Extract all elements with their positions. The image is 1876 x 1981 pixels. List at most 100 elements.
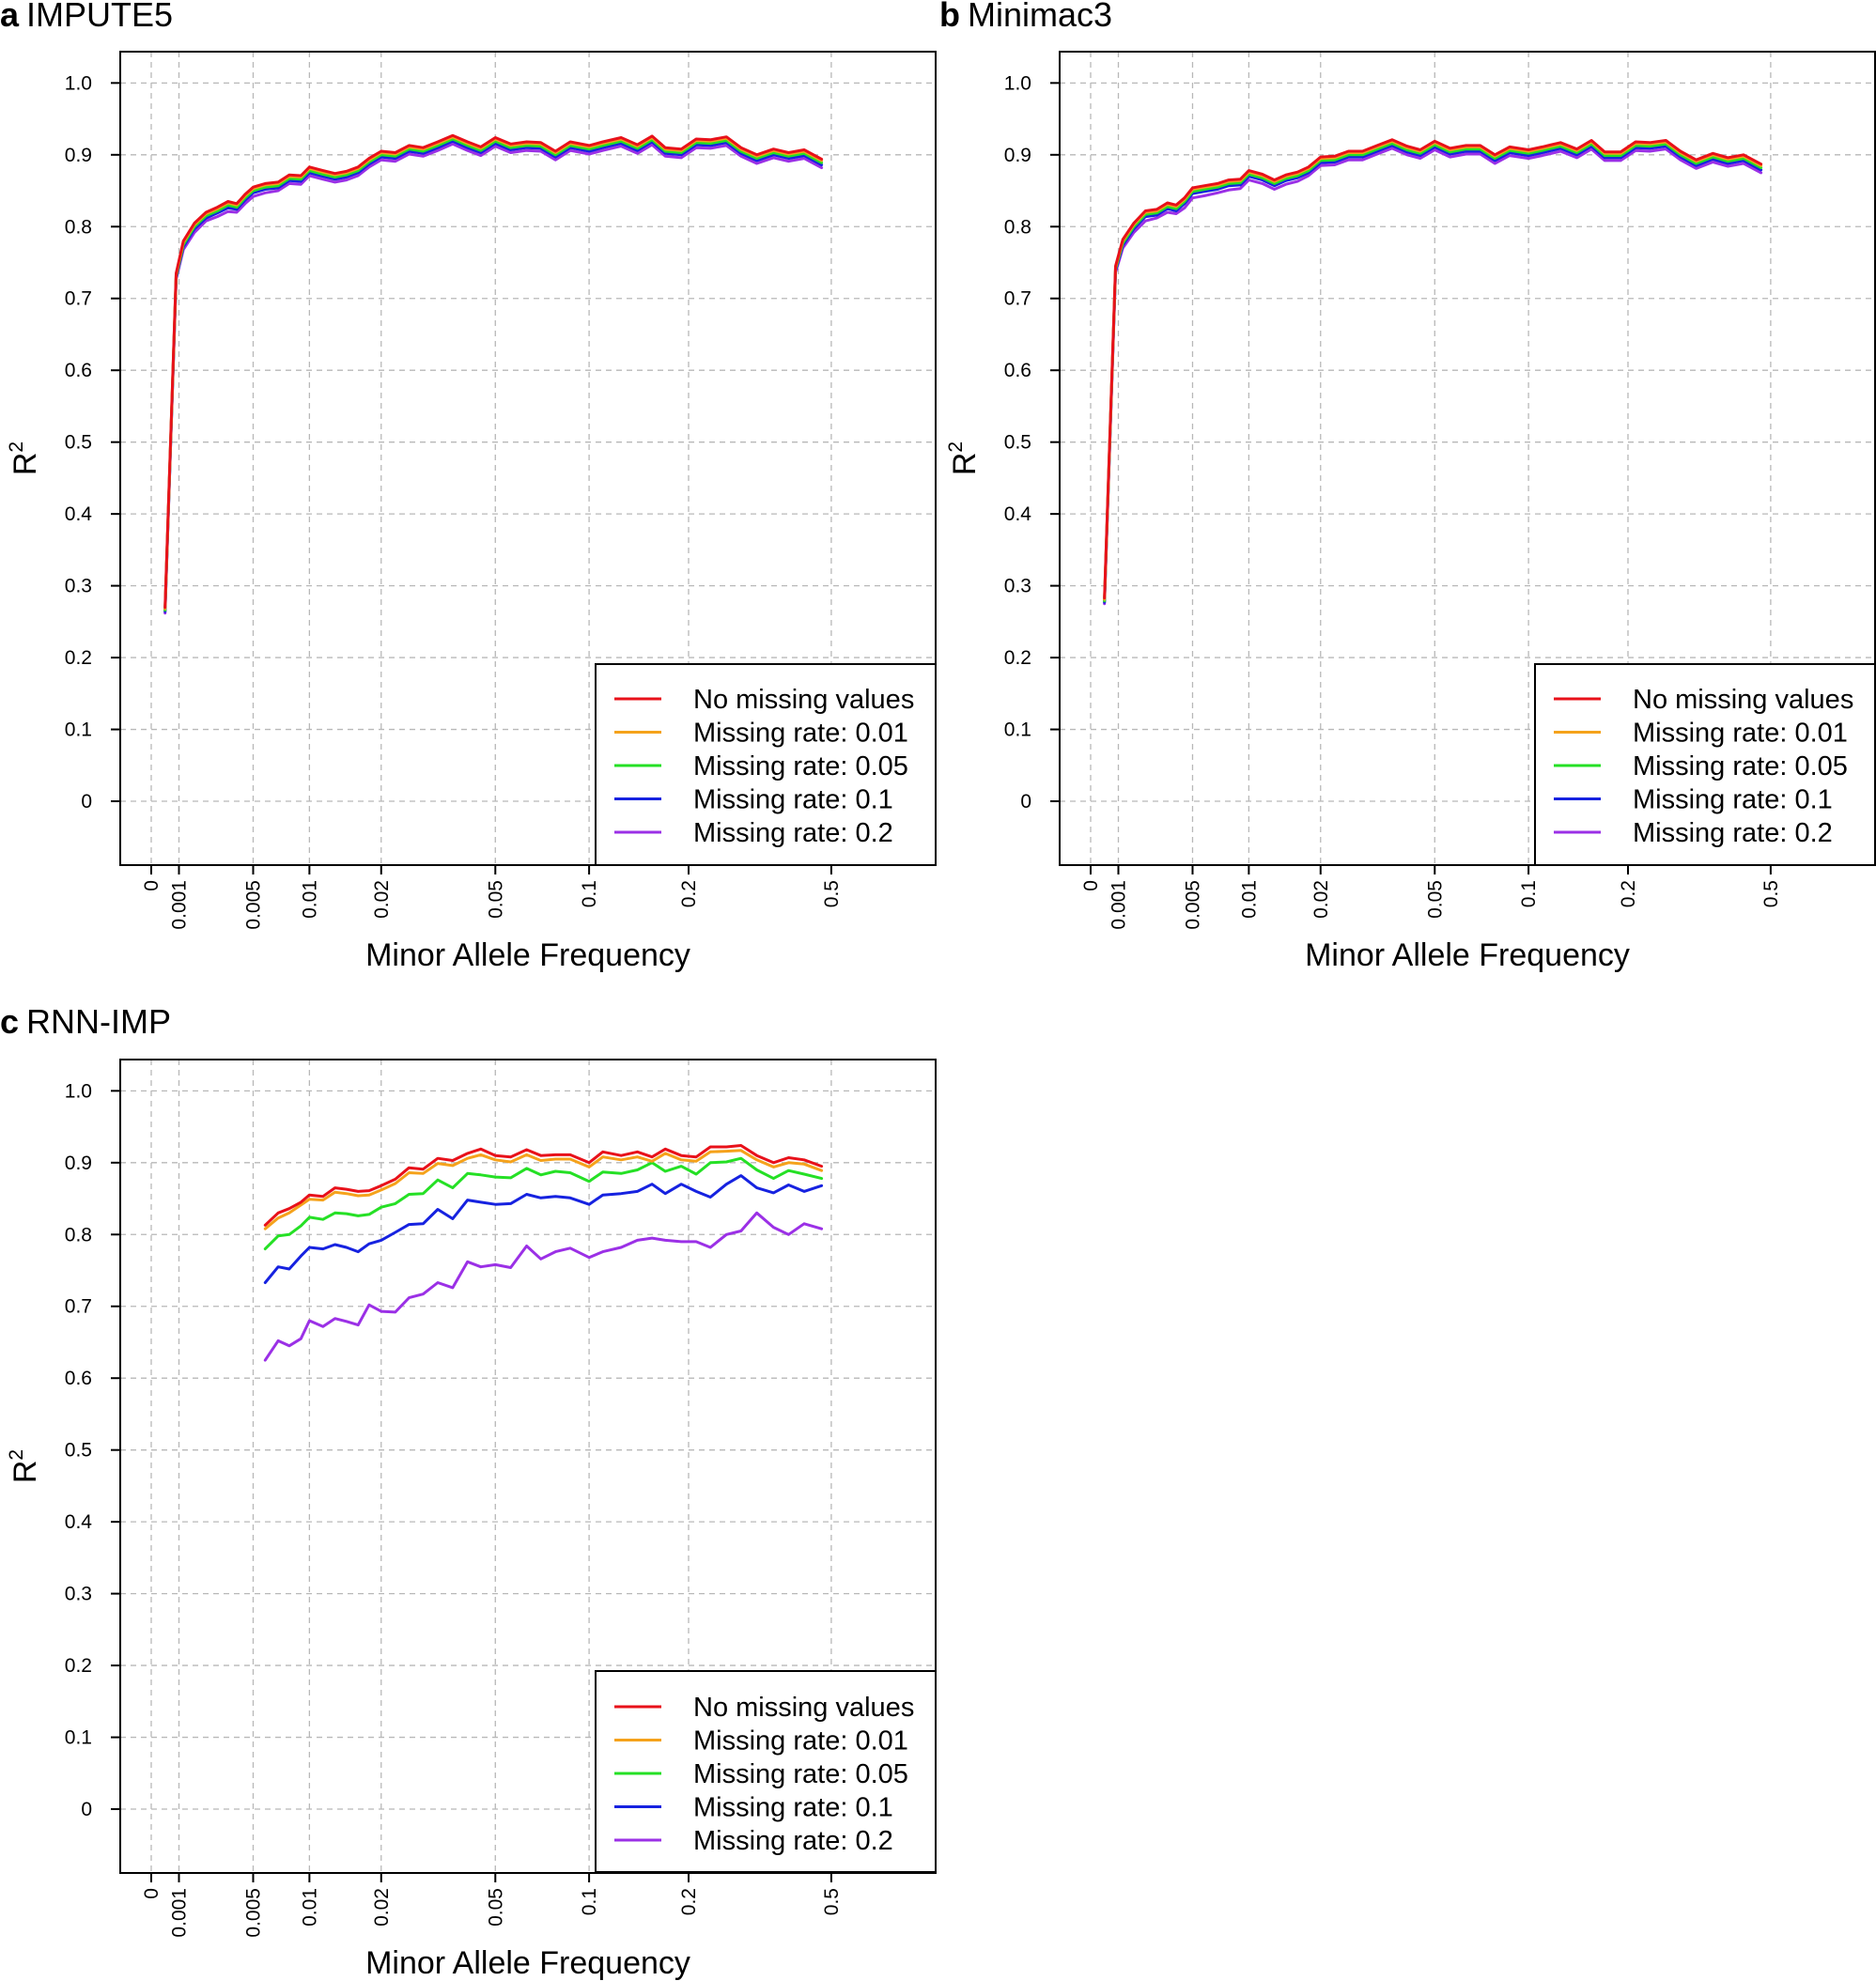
series-line: [163, 133, 824, 610]
series-line: [263, 1149, 824, 1230]
plot-frame: [119, 51, 937, 866]
legend-label: Missing rate: 0.05: [693, 751, 908, 782]
x-tick-label: 0.005: [242, 880, 264, 930]
series-line: [1103, 144, 1763, 604]
legend-label: Missing rate: 0.2: [693, 1826, 893, 1856]
x-tick-label: 0.01: [1238, 880, 1260, 919]
panel-title: RNN-IMP: [26, 1002, 171, 1041]
legend-label: Missing rate: 0.1: [693, 785, 893, 815]
panel-a-impute5: a IMPUTE5 0 0.1 0.2 0.3 0.4 0.5 0.6 0.7 0.8 0.9 1.0…: [0, 0, 937, 973]
y-tick-label: 0: [1020, 791, 1031, 813]
legend-label: No missing values: [693, 1693, 914, 1723]
x-tick-label: 0.05: [1424, 880, 1446, 919]
series-line: [163, 137, 824, 612]
y-axis-label: R2: [6, 1449, 43, 1483]
series-lines: [163, 133, 824, 615]
y-tick-label: 0.3: [65, 1584, 92, 1605]
y-tick-label: 0.4: [65, 1511, 93, 1533]
y-tick-label: 0.9: [65, 145, 92, 166]
panel-letter: b: [939, 0, 960, 34]
series-line: [263, 1144, 824, 1227]
y-tick-label: 0.7: [65, 1296, 92, 1318]
y-tick-label: 0.8: [1004, 216, 1031, 238]
legend-label: No missing values: [1633, 685, 1853, 715]
x-axis: 0 0.001 0.005 0.01 0.02 0.05 0.1 0.2 0.5: [141, 865, 843, 930]
series-line: [263, 1174, 824, 1284]
series-lines: [263, 1144, 824, 1362]
y-tick-label: 0.8: [65, 1224, 92, 1246]
x-tick-label: 0.1: [579, 1888, 600, 1915]
y-tick-label: 0.2: [1004, 647, 1031, 669]
legend-label: Missing rate: 0.01: [693, 719, 908, 749]
y-tick-label: 0.2: [65, 647, 92, 669]
y-tick-label: 1.0: [1004, 72, 1031, 94]
x-tick-label: 0.5: [1760, 880, 1782, 907]
series-line: [163, 135, 824, 611]
series-lines: [1103, 138, 1763, 606]
x-tick-label: 0: [141, 880, 163, 891]
legend-label: Missing rate: 0.01: [1633, 719, 1848, 749]
legend-label: Missing rate: 0.1: [1633, 785, 1833, 815]
x-axis-label: Minor Allele Frequency: [365, 1945, 690, 1981]
series-line: [1103, 147, 1763, 606]
y-axis: 0 0.1 0.2 0.3 0.4 0.5 0.6 0.7 0.8 0.9 1.0: [65, 1080, 120, 1820]
y-tick-label: 0.3: [65, 576, 92, 597]
panel-letter: a: [0, 0, 20, 34]
legend-label: Missing rate: 0.1: [693, 1793, 893, 1823]
y-tick-label: 0: [81, 1799, 92, 1820]
x-tick-label: 0.02: [371, 880, 393, 919]
legend-label: Missing rate: 0.01: [693, 1726, 908, 1757]
y-axis: 0 0.1 0.2 0.3 0.4 0.5 0.6 0.7 0.8 0.9 1.0: [1004, 72, 1060, 813]
y-tick-label: 0.6: [1004, 360, 1031, 381]
x-axis-label: Minor Allele Frequency: [1305, 937, 1630, 973]
y-axis: 0 0.1 0.2 0.3 0.4 0.5 0.6 0.7 0.8 0.9 1.0: [65, 72, 120, 813]
legend-label: Missing rate: 0.05: [693, 1759, 908, 1789]
y-tick-label: 0.5: [1004, 432, 1031, 454]
panel-letter: c: [0, 1002, 19, 1041]
y-axis-label: R2: [945, 441, 983, 475]
x-tick-label: 0: [141, 1888, 163, 1899]
y-tick-label: 0.2: [65, 1655, 92, 1677]
x-tick-label: 0.5: [821, 880, 843, 907]
legend-label: No missing values: [693, 685, 914, 715]
y-tick-label: 1.0: [65, 1080, 92, 1102]
y-tick-label: 0.9: [1004, 145, 1031, 166]
x-tick-label: 0.5: [821, 1888, 843, 1915]
x-tick-label: 0.01: [299, 880, 320, 919]
x-tick-label: 0.1: [579, 880, 600, 907]
y-tick-label: 0.5: [65, 432, 92, 454]
y-tick-label: 0.1: [1004, 720, 1031, 741]
panel-title: Minimac3: [968, 0, 1112, 34]
x-tick-label: 0.05: [485, 880, 506, 919]
y-tick-label: 0.5: [65, 1440, 92, 1462]
x-tick-label: 0.02: [1310, 880, 1332, 919]
x-tick-label: 0.01: [299, 1888, 320, 1927]
y-tick-label: 0.8: [65, 216, 92, 238]
x-tick-label: 0.001: [1108, 880, 1129, 930]
x-tick-label: 0.001: [168, 1888, 190, 1938]
series-line: [263, 1211, 824, 1362]
y-tick-label: 0.1: [65, 720, 92, 741]
series-line: [163, 139, 824, 613]
grid-lines: [120, 52, 936, 865]
y-tick-label: 0: [81, 791, 92, 813]
legend-box: [595, 1670, 937, 1873]
panel-title: IMPUTE5: [26, 0, 173, 34]
legend-label: Missing rate: 0.05: [1633, 751, 1848, 782]
panel-b-minimac3: b Minimac3 0 0.1 0.2 0.3 0.4 0.5 0.6 0.7 0.8 0.9 1.…: [939, 0, 1876, 973]
x-tick-label: 0.2: [678, 880, 700, 907]
y-tick-label: 0.3: [1004, 576, 1031, 597]
x-tick-label: 0.005: [242, 1888, 264, 1938]
series-line: [163, 142, 824, 615]
y-tick-label: 0.6: [65, 360, 92, 381]
y-tick-label: 0.9: [65, 1153, 92, 1174]
plot-frame: [119, 1059, 937, 1874]
plot-frame: [1059, 51, 1876, 866]
y-tick-label: 0.1: [65, 1727, 92, 1749]
